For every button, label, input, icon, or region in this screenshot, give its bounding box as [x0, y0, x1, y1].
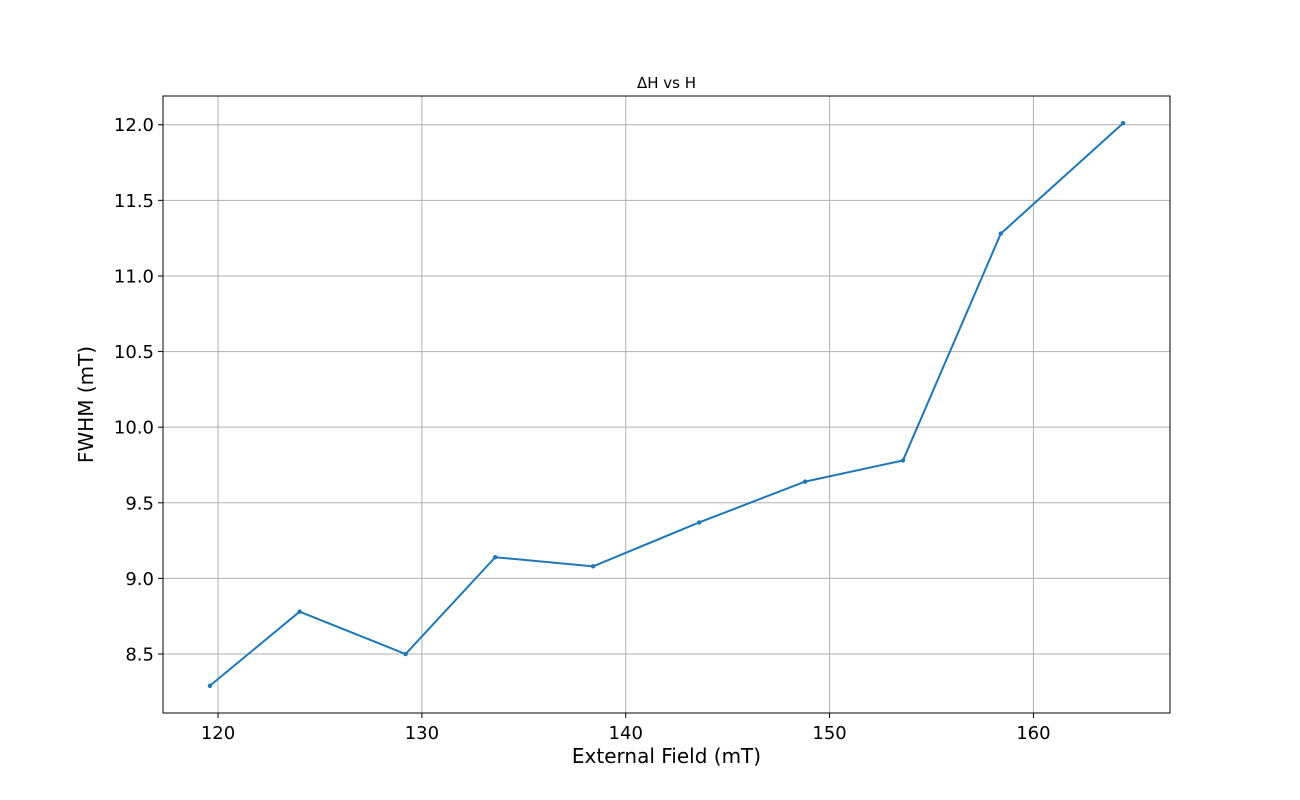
- tick-layer: 120 130 140 150 160 8.5 9.0 9.5 10.0 10.5 11.0 11.5…: [114, 115, 1051, 744]
- y-tick-label: 11.5: [114, 191, 154, 212]
- chart-title: ΔH vs H: [637, 74, 696, 92]
- y-axis-label: FWHM (mT): [74, 346, 98, 463]
- x-tick-label: 120: [201, 723, 235, 744]
- data-point: [590, 564, 596, 569]
- y-tick-label: 10.5: [114, 342, 154, 363]
- y-tick-label: 9.5: [125, 493, 154, 514]
- plot-frame: [162, 95, 1171, 714]
- y-tick-label: 12.0: [114, 115, 154, 136]
- grid-layer: [163, 96, 1170, 713]
- x-tick-label: 140: [609, 723, 643, 744]
- data-point: [207, 683, 213, 688]
- y-tick-label: 10.0: [114, 418, 154, 439]
- series-layer: [207, 121, 1126, 688]
- y-tick-label: 11.0: [114, 266, 154, 287]
- data-point: [1120, 121, 1126, 126]
- data-point: [403, 651, 408, 657]
- data-point: [297, 609, 302, 614]
- x-tick-label: 160: [1016, 723, 1050, 744]
- series-line: [209, 122, 1124, 687]
- x-axis-label: External Field (mT): [572, 744, 761, 768]
- y-tick-label: 8.5: [125, 645, 154, 666]
- x-tick-label: 130: [405, 723, 439, 744]
- data-point: [802, 479, 808, 484]
- data-point: [696, 520, 702, 525]
- x-tick-label: 150: [812, 723, 846, 744]
- data-point: [900, 458, 906, 463]
- data-point: [493, 555, 498, 560]
- data-point: [998, 231, 1004, 236]
- y-tick-label: 9.0: [125, 569, 154, 590]
